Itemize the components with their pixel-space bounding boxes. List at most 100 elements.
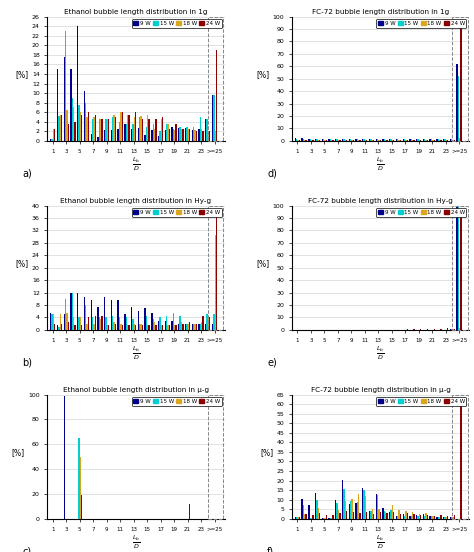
Bar — [193, 323, 194, 330]
Bar — [426, 513, 427, 519]
Bar — [440, 515, 442, 519]
Bar — [443, 139, 444, 141]
Bar — [193, 126, 194, 141]
X-axis label: $\frac{L_b}{D}$: $\frac{L_b}{D}$ — [132, 155, 140, 173]
Bar — [140, 116, 142, 141]
Bar — [337, 139, 338, 141]
Bar — [332, 140, 334, 141]
Bar — [88, 112, 89, 141]
Bar — [297, 517, 299, 519]
Title: FC-72 bubble length distribution in 1g: FC-72 bubble length distribution in 1g — [312, 9, 449, 15]
Bar — [385, 140, 386, 141]
Bar — [402, 139, 404, 141]
Bar — [324, 140, 326, 141]
Bar — [380, 512, 381, 519]
Bar — [158, 321, 159, 330]
Bar — [186, 323, 188, 330]
Bar — [180, 126, 181, 141]
Bar — [326, 140, 327, 141]
Bar — [154, 322, 155, 330]
Bar — [436, 517, 438, 519]
Bar — [201, 129, 202, 141]
Bar — [68, 322, 69, 330]
Bar — [405, 511, 407, 519]
Bar — [97, 137, 99, 141]
Bar — [208, 316, 209, 330]
Legend: 9 W, 15 W, 18 W, 24 W: 9 W, 15 W, 18 W, 24 W — [132, 208, 222, 217]
Bar — [91, 134, 92, 141]
Bar — [119, 317, 120, 330]
Bar — [213, 314, 215, 330]
Legend: 9 W, 15 W, 18 W, 24 W: 9 W, 15 W, 18 W, 24 W — [376, 397, 466, 406]
Bar — [439, 517, 440, 519]
Title: Ethanol bubble length distribution in Hy-g: Ethanol bubble length distribution in Hy… — [61, 198, 211, 204]
Bar — [215, 235, 216, 330]
Bar — [427, 329, 428, 330]
Bar — [450, 517, 451, 519]
Bar — [151, 130, 153, 141]
Bar — [212, 323, 213, 330]
Bar — [331, 518, 332, 519]
Bar — [53, 129, 54, 141]
Bar — [61, 115, 62, 141]
Bar — [205, 119, 207, 141]
Bar — [396, 139, 397, 141]
Bar — [303, 139, 304, 141]
Bar — [108, 325, 109, 330]
Bar — [72, 293, 73, 330]
Bar — [356, 503, 357, 519]
Bar — [61, 323, 62, 330]
Bar — [386, 513, 388, 519]
Bar — [443, 517, 444, 519]
Bar — [148, 119, 150, 141]
Bar — [65, 31, 66, 141]
Bar — [186, 126, 188, 141]
Bar — [128, 115, 129, 141]
X-axis label: $\frac{L_b}{D}$: $\frac{L_b}{D}$ — [376, 533, 385, 550]
Bar — [456, 64, 458, 141]
Bar — [299, 517, 300, 519]
Bar — [383, 139, 385, 141]
Bar — [366, 140, 367, 141]
Bar — [111, 300, 112, 330]
Bar — [205, 323, 207, 330]
Text: d): d) — [267, 168, 277, 178]
Bar — [310, 518, 311, 519]
Bar — [311, 140, 312, 141]
Bar — [208, 205, 223, 330]
Bar — [64, 314, 65, 330]
Bar — [316, 500, 318, 519]
Bar — [343, 489, 345, 519]
Bar — [113, 322, 115, 330]
Bar — [323, 139, 324, 141]
Bar — [202, 316, 204, 330]
Bar — [107, 325, 108, 330]
Bar — [191, 130, 193, 141]
Bar — [295, 517, 296, 519]
Bar — [115, 323, 116, 330]
Bar — [348, 139, 350, 141]
Bar — [456, 207, 458, 330]
Bar — [323, 518, 324, 519]
Bar — [345, 140, 346, 141]
Bar — [178, 128, 180, 141]
Bar — [164, 130, 166, 141]
Bar — [308, 505, 310, 519]
Bar — [173, 129, 174, 141]
Bar — [451, 139, 452, 141]
Bar — [70, 69, 72, 141]
Bar — [50, 313, 52, 330]
X-axis label: $\frac{L_b}{D}$: $\frac{L_b}{D}$ — [376, 155, 385, 173]
Bar — [393, 140, 394, 141]
Bar — [95, 115, 96, 141]
Bar — [404, 139, 405, 141]
Bar — [426, 140, 427, 141]
Bar — [432, 516, 434, 519]
Bar — [424, 139, 426, 141]
Bar — [54, 129, 55, 141]
Bar — [212, 95, 213, 141]
Bar — [78, 438, 80, 519]
Bar — [189, 322, 190, 330]
Bar — [423, 514, 424, 519]
Bar — [99, 317, 100, 330]
